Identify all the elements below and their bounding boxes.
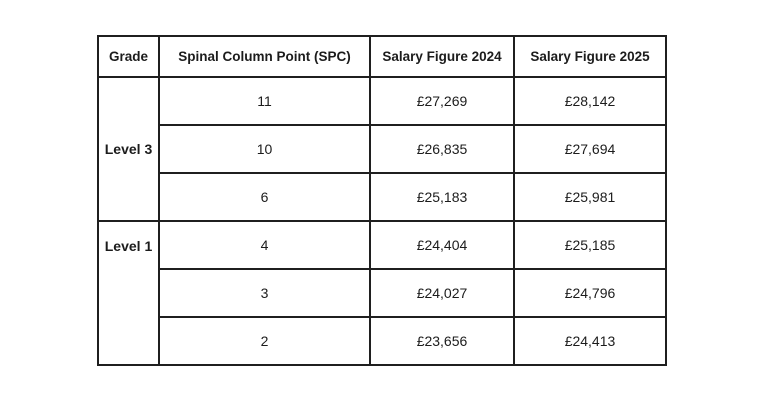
- salary-2024-cell: £25,183: [369, 172, 515, 222]
- spc-cell: 6: [158, 172, 371, 222]
- salary-table: Grade Spinal Column Point (SPC) Salary F…: [97, 35, 667, 366]
- salary-2025-cell: £25,185: [513, 220, 667, 270]
- salary-2024-cell: £24,404: [369, 220, 515, 270]
- header-cell-grade: Grade: [97, 35, 160, 78]
- table-row: 3 £24,027 £24,796: [98, 268, 667, 318]
- grade-cell-level-3: Level 3: [97, 76, 160, 222]
- salary-2025-cell: £24,796: [513, 268, 667, 318]
- table-row: 6 £25,183 £25,981: [98, 172, 667, 222]
- header-cell-salary-2024: Salary Figure 2024: [369, 35, 515, 78]
- table-row: Level 1 4 £24,404 £25,185: [97, 220, 667, 366]
- spc-cell: 10: [158, 124, 371, 174]
- salary-2025-cell: £28,142: [513, 76, 667, 126]
- table-row: 2 £23,656 £24,413: [98, 316, 667, 366]
- spc-cell: 2: [158, 316, 371, 366]
- salary-2024-cell: £24,027: [369, 268, 515, 318]
- header-cell-spc: Spinal Column Point (SPC): [158, 35, 371, 78]
- grade-cell-level-1: Level 1: [97, 220, 160, 366]
- header-cell-salary-2025: Salary Figure 2025: [513, 35, 667, 78]
- salary-2025-cell: £24,413: [513, 316, 667, 366]
- spc-cell: 3: [158, 268, 371, 318]
- spc-cell: 4: [158, 220, 371, 270]
- salary-2024-cell: £23,656: [369, 316, 515, 366]
- salary-2024-cell: £27,269: [369, 76, 515, 126]
- salary-2025-cell: £27,694: [513, 124, 667, 174]
- salary-2024-cell: £26,835: [369, 124, 515, 174]
- header-row: Grade Spinal Column Point (SPC) Salary F…: [97, 35, 667, 78]
- salary-2025-cell: £25,981: [513, 172, 667, 222]
- spc-cell: 11: [158, 76, 371, 126]
- table-row: 10 £26,835 £27,694: [98, 124, 667, 174]
- table-row: Level 3 11 £27,269 £28,142: [97, 76, 667, 222]
